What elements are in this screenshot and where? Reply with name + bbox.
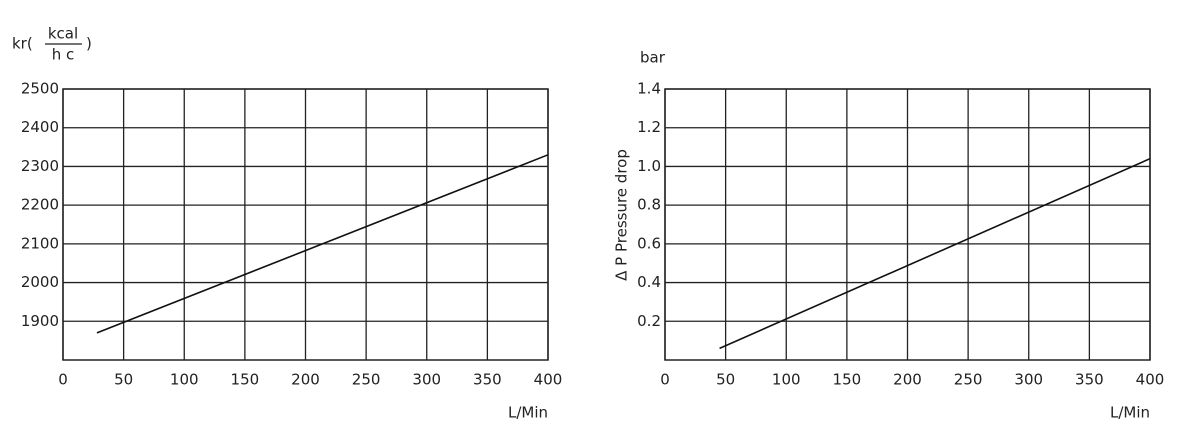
y-label: Δ P Pressure drop [613,149,631,281]
data-line [96,154,549,334]
y-tick-label: 2400 [21,118,59,136]
x-tick-label: 0 [58,371,68,389]
data-line [719,157,1151,350]
y-tick-label: 2000 [21,273,59,291]
x-tick-label: 50 [114,371,133,389]
y-tick-label: 2200 [21,196,59,214]
y-label: kr( [12,35,33,53]
y-tick-label: 1.0 [637,157,661,175]
x-tick-label: 350 [1075,371,1104,389]
x-tick-label: 150 [231,371,260,389]
y-tick-label: 0.6 [637,234,661,252]
x-label: L/Min [508,404,548,422]
x-tick-label: 150 [833,371,862,389]
y-label: kcal [48,25,78,43]
y-tick-label: 2500 [21,80,59,98]
y-tick-label: 2100 [21,234,59,252]
y-tick-label: 1.2 [637,118,661,136]
x-tick-label: 200 [893,371,922,389]
x-tick-label: 200 [291,371,320,389]
x-tick-label: 300 [412,371,441,389]
x-tick-label: 300 [1014,371,1043,389]
y-tick-label: 0.8 [637,196,661,214]
y-tick-label: 0.2 [637,312,661,330]
x-tick-label: 250 [352,371,381,389]
x-tick-label: 400 [1136,371,1165,389]
y-unit: bar [640,49,666,67]
y-tick-label: 1900 [21,312,59,330]
x-tick-label: 400 [534,371,563,389]
y-tick-label: 2300 [21,157,59,175]
y-tick-label: 0.4 [637,273,661,291]
y-tick-label: 1.4 [637,80,661,98]
x-tick-label: 100 [170,371,199,389]
x-tick-label: 350 [473,371,502,389]
x-tick-label: 250 [954,371,983,389]
y-label: h c [52,46,75,64]
x-label: L/Min [1110,404,1150,422]
x-tick-label: 0 [660,371,670,389]
y-label: ) [86,35,92,53]
x-tick-label: 100 [772,371,801,389]
x-tick-label: 50 [716,371,735,389]
